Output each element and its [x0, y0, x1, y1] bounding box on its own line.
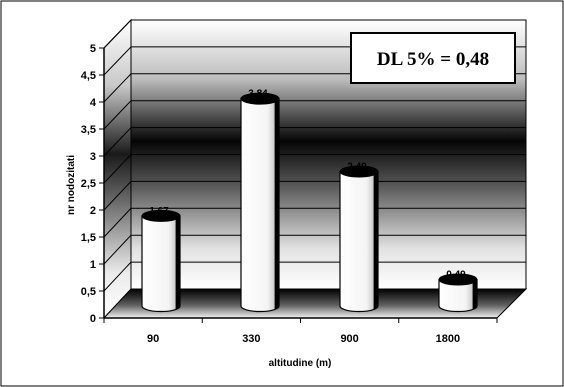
- grid-line: [103, 154, 526, 184]
- y-tick-label: 3: [90, 151, 96, 163]
- grid-line: [103, 19, 526, 49]
- x-tick-label: 900: [340, 333, 358, 345]
- y-tick-label: 5: [90, 43, 96, 55]
- grid-line: [103, 261, 526, 292]
- grid-line: [103, 234, 526, 265]
- bar: [438, 273, 478, 313]
- x-axis: 90 330 900 1800: [103, 317, 498, 345]
- y-axis: 0 0,5 1 1,5 2 2,5 3 3,5 4 4,5 5: [81, 43, 105, 325]
- data-labels: 1,67 3,84 2,49 0,49: [149, 89, 466, 281]
- bar: [240, 92, 280, 313]
- x-axis-label: altitudine (m): [269, 358, 332, 369]
- grid-line: [103, 180, 526, 211]
- annotation-box: [350, 32, 516, 84]
- data-label: 0,49: [446, 270, 466, 281]
- y-tick-label: 0,5: [81, 286, 96, 298]
- y-tick-label: 2: [90, 205, 96, 217]
- bar: [141, 209, 181, 313]
- x-tick-label: 90: [147, 333, 159, 345]
- annotation-text: DL 5% = 0,48: [377, 49, 489, 70]
- bar: [339, 165, 379, 313]
- y-tick-label: 1,5: [81, 232, 96, 244]
- y-tick-label: 1: [90, 259, 96, 271]
- x-tick-label: 1800: [436, 333, 460, 345]
- x-tick-label: 330: [242, 333, 260, 345]
- grid-line: [103, 207, 526, 238]
- data-label: 1,67: [149, 206, 169, 217]
- y-tick-label: 0: [90, 313, 96, 325]
- y-axis-label: nr nodozitati: [66, 155, 77, 215]
- grid-line: [103, 127, 526, 157]
- data-label: 2,49: [347, 162, 367, 173]
- data-label: 3,84: [248, 89, 268, 100]
- y-tick-label: 4,5: [81, 70, 96, 82]
- grid-line: [103, 100, 526, 130]
- y-tick-label: 2,5: [81, 178, 96, 190]
- bars: [141, 92, 478, 313]
- y-tick-label: 3,5: [81, 124, 96, 136]
- y-tick-label: 4: [90, 97, 97, 109]
